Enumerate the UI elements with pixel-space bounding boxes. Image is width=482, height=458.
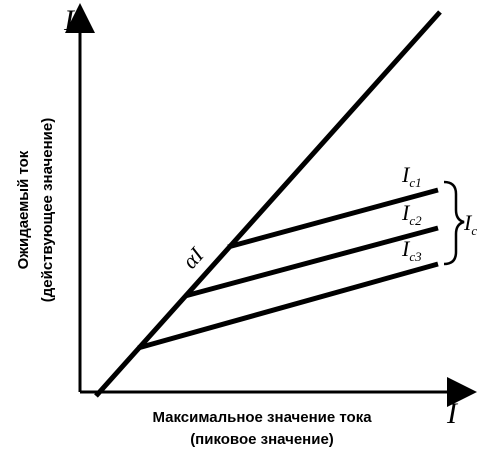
cut-off-line-1	[227, 187, 439, 250]
group-brace	[443, 180, 465, 266]
curve-label-2-sub: c2	[409, 213, 422, 228]
curve-label-3: Ic3	[401, 236, 422, 264]
x-axis-title-line1: Максимальное значение тока	[152, 409, 372, 426]
diagonal-label: αI	[177, 241, 209, 273]
curve-label-3-sub: c3	[409, 249, 422, 264]
group-label-sub: c	[471, 223, 477, 238]
y-axis-symbol: I	[63, 4, 76, 37]
curve-label-1: Ic1	[401, 162, 422, 190]
curve-label-1-main: I	[401, 162, 411, 187]
y-axis-title-line2: (действующее значение)	[39, 118, 56, 302]
y-axis-title-line1: Ожидаемый ток	[15, 150, 32, 269]
group-label: Ic	[463, 210, 477, 238]
cut-off-line-3	[137, 261, 439, 351]
x-axis-symbol: I	[446, 397, 459, 430]
curve-label-1-sub: c1	[409, 175, 421, 190]
x-axis-title-line2: (пиковое значение)	[190, 431, 334, 448]
group-label-main: I	[463, 210, 473, 235]
curve-label-2-main: I	[401, 200, 411, 225]
curve-label-2: Ic2	[401, 200, 422, 228]
cut-off-line-2	[184, 225, 439, 299]
curve-label-3-main: I	[401, 236, 411, 261]
diagonal-line	[94, 10, 442, 398]
